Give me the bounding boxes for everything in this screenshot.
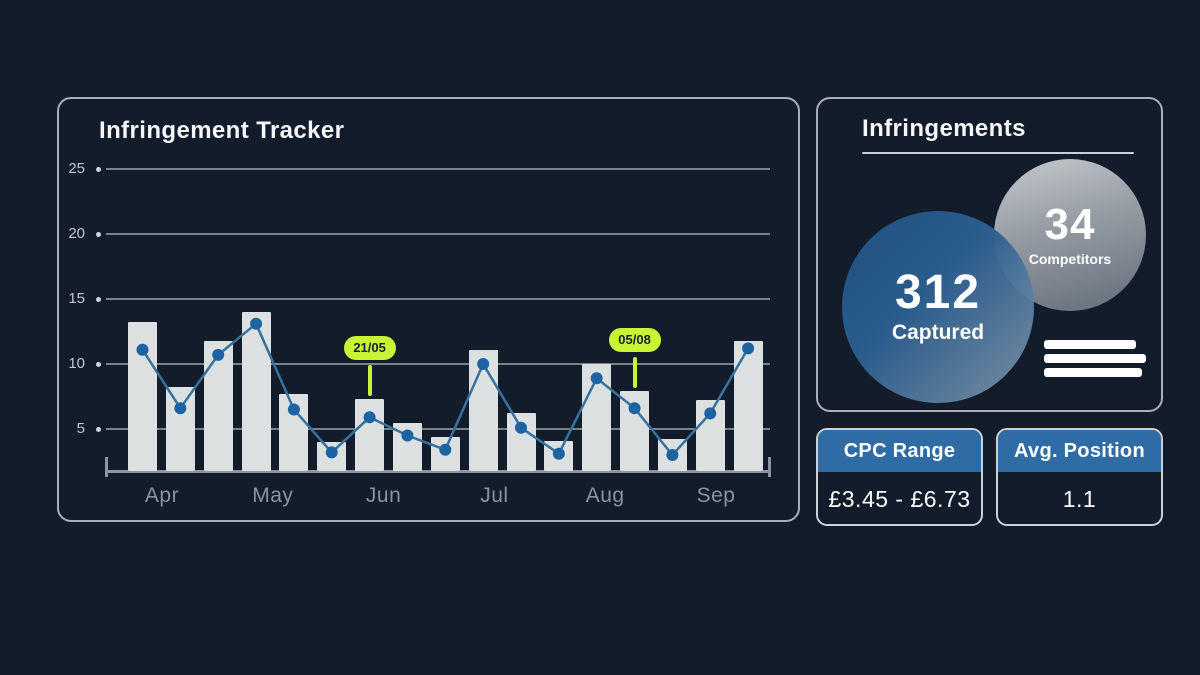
title-underline [862,152,1134,154]
gridline [106,428,770,430]
gridline [106,363,770,365]
cpc-range-header: CPC Range [818,430,981,472]
trend-point [136,343,149,356]
bar [355,399,385,471]
bar [165,387,195,471]
trend-point [628,402,641,415]
y-axis-dot [96,426,101,432]
competitors-value: 34 [1044,200,1096,249]
trend-point [552,447,565,460]
annotation-pill[interactable]: 21/05 [343,336,396,361]
trend-point [287,403,300,416]
annotation-pill[interactable]: 05/08 [608,328,661,353]
trend-point [666,449,679,461]
avg-position-value: 1.1 [1062,485,1097,512]
competitors-bubble: 34 Competitors [994,159,1146,311]
trend-point [515,421,527,434]
gridline [106,168,770,170]
x-axis-month-label: May [252,484,294,507]
captured-label: Captured [891,321,985,344]
annotation-stem [367,365,372,397]
infringements-title: Infringements [862,115,1026,142]
x-axis-month-label: Aug [585,484,625,507]
x-axis-line [106,470,770,473]
trend-point [212,348,225,361]
annotation-stem [632,357,637,389]
bar [241,312,271,471]
text-line [1044,368,1142,377]
trend-point [590,372,603,385]
infringements-panel: Infringements 34 Competitors 312 Capture… [816,97,1163,412]
trend-point [363,411,376,424]
y-axis-label: 15 [68,290,85,307]
bar [203,340,233,471]
trend-point [325,446,338,459]
trend-point [742,342,755,355]
y-axis-dot [96,296,101,302]
x-axis-month-label: Jul [480,484,509,507]
text-line [1044,354,1146,363]
trend-point [401,429,414,442]
x-axis-month-label: Apr [144,484,180,507]
x-axis-end-tick [768,457,771,477]
cpc-range-value: £3.45 - £6.73 [828,485,971,512]
avg-position-header: Avg. Position [998,430,1161,472]
avg-position-card: Avg. Position 1.1 [996,428,1163,526]
text-lines-icon [1044,340,1146,382]
y-axis-label: 10 [68,355,85,372]
x-axis-month-label: Jun [365,484,402,507]
y-axis-dot [96,231,101,237]
text-line [1044,340,1136,349]
trend-point [704,407,717,420]
bar [733,340,763,471]
y-axis-label: 5 [76,420,85,437]
trend-point [477,358,490,370]
gridline [106,233,770,235]
captured-value: 312 [894,266,982,319]
infringement-tracker-panel: Infringement Tracker [57,97,800,522]
y-axis-dot [96,166,101,172]
x-axis-end-tick [105,457,108,477]
y-axis-dot [96,361,101,367]
y-axis-label: 20 [68,225,85,242]
gridline [106,298,770,300]
cpc-range-card: CPC Range £3.45 - £6.73 [816,428,983,526]
x-axis-month-label: Sep [696,484,736,507]
y-axis-label: 25 [68,160,85,177]
competitors-label: Competitors [1028,251,1112,267]
captured-bubble: 312 Captured [842,211,1034,403]
trend-point [174,402,187,415]
tracker-title: Infringement Tracker [99,117,345,144]
trend-point [250,317,263,330]
trend-point [439,443,452,456]
